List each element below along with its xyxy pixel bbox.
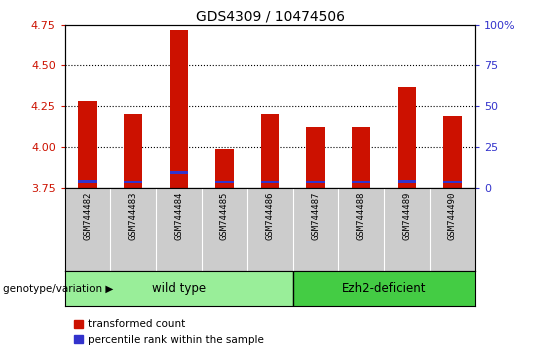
Bar <box>293 271 475 306</box>
Bar <box>307 127 325 188</box>
Bar <box>397 180 416 183</box>
Bar <box>261 181 279 183</box>
Title: GDS4309 / 10474506: GDS4309 / 10474506 <box>195 10 345 24</box>
Text: GSM744482: GSM744482 <box>83 192 92 240</box>
Bar <box>78 180 97 183</box>
Bar <box>78 101 97 188</box>
Text: GSM744484: GSM744484 <box>174 192 183 240</box>
Text: genotype/variation ▶: genotype/variation ▶ <box>3 284 113 293</box>
Text: GSM744490: GSM744490 <box>448 192 457 240</box>
Bar <box>215 149 233 188</box>
Bar <box>124 181 143 183</box>
Bar <box>352 181 370 183</box>
Legend: transformed count, percentile rank within the sample: transformed count, percentile rank withi… <box>70 315 268 349</box>
Bar <box>443 181 462 183</box>
Bar <box>397 87 416 188</box>
Text: Ezh2-deficient: Ezh2-deficient <box>342 282 426 295</box>
Bar <box>170 30 188 188</box>
Text: wild type: wild type <box>152 282 206 295</box>
Bar <box>124 114 143 188</box>
Bar <box>443 116 462 188</box>
Text: GSM744487: GSM744487 <box>311 192 320 240</box>
Text: GSM744486: GSM744486 <box>266 192 274 240</box>
Bar <box>65 271 293 306</box>
Bar <box>215 181 233 183</box>
Text: GSM744485: GSM744485 <box>220 192 229 240</box>
Bar <box>261 114 279 188</box>
Bar <box>170 171 188 174</box>
Text: GSM744483: GSM744483 <box>129 192 138 240</box>
Text: GSM744488: GSM744488 <box>357 192 366 240</box>
Bar <box>352 127 370 188</box>
Text: GSM744489: GSM744489 <box>402 192 411 240</box>
Bar <box>307 181 325 183</box>
